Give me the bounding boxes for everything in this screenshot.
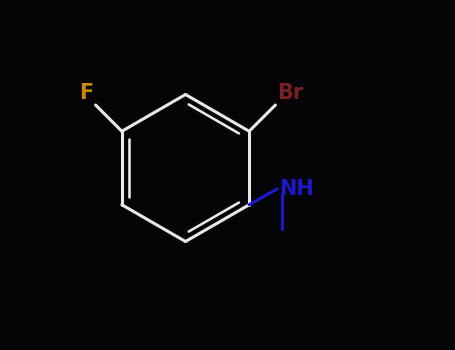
Text: Br: Br (277, 83, 303, 103)
Text: NH: NH (279, 179, 313, 199)
Text: F: F (80, 83, 94, 103)
